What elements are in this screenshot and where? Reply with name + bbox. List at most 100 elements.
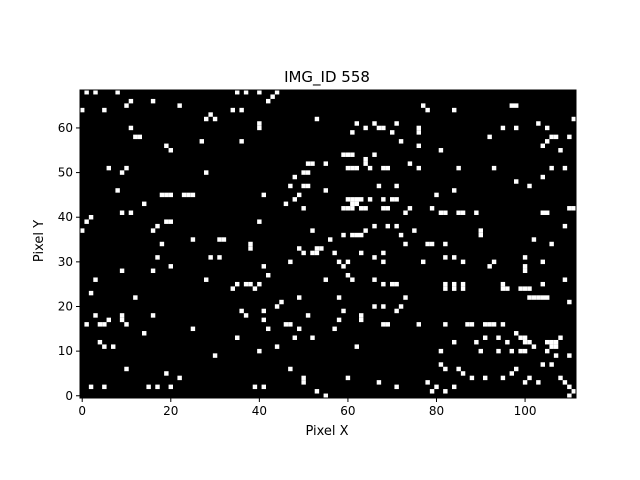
lit-pixel (221, 237, 227, 242)
lit-pixel (323, 188, 328, 193)
lit-pixel (456, 366, 461, 372)
lit-pixel (514, 125, 519, 131)
lit-pixel (168, 192, 173, 198)
lit-pixel (416, 322, 421, 327)
lit-pixel (403, 210, 408, 215)
lit-pixel (443, 281, 448, 287)
lit-pixel (159, 241, 165, 247)
lit-pixel (106, 165, 111, 171)
lit-pixel (567, 206, 572, 211)
lit-pixel (235, 90, 240, 95)
lit-pixel (124, 103, 129, 108)
lit-pixel (522, 268, 528, 274)
lit-pixel (88, 290, 94, 296)
lit-pixel (443, 241, 448, 247)
lit-pixel (500, 322, 506, 327)
lit-pixel (332, 326, 337, 332)
lit-pixel (438, 210, 444, 215)
plot-area (79, 89, 577, 399)
lit-pixel (376, 183, 382, 189)
lit-pixel (350, 197, 355, 202)
lit-pixel (266, 326, 271, 332)
lit-pixel (297, 295, 302, 300)
lit-pixel (522, 335, 528, 340)
lit-pixel (208, 255, 213, 260)
y-tick-label: 60 (58, 121, 73, 135)
lit-pixel (301, 170, 306, 175)
lit-pixel (363, 228, 368, 233)
lit-pixel (549, 241, 554, 247)
lit-pixel (452, 107, 457, 113)
lit-pixel (425, 241, 430, 247)
lit-pixel (345, 165, 351, 171)
lit-pixel (235, 281, 240, 287)
lit-pixel (235, 335, 240, 340)
lit-pixel (332, 250, 337, 256)
lit-pixel (199, 139, 204, 144)
lit-pixel (514, 331, 519, 336)
lit-pixel (142, 201, 147, 207)
lit-pixel (460, 210, 466, 215)
lit-pixel (558, 335, 563, 340)
lit-pixel (350, 201, 355, 207)
lit-pixel (314, 246, 320, 251)
lit-pixel (314, 116, 320, 122)
lit-pixel (540, 362, 545, 367)
lit-pixel (412, 228, 417, 233)
lit-pixel (124, 322, 129, 327)
lit-pixel (545, 125, 550, 131)
lit-pixel (438, 362, 444, 367)
lit-pixel (416, 143, 421, 149)
lit-pixel (111, 344, 116, 349)
y-axis-ticks: 0 10 20 30 40 50 60 (58, 121, 80, 403)
lit-pixel (505, 339, 510, 345)
lit-pixel (443, 210, 448, 215)
lit-pixel (478, 348, 483, 354)
lit-pixel (252, 384, 258, 390)
lit-pixel (288, 183, 293, 189)
lit-pixel (354, 165, 359, 171)
lit-pixel (345, 375, 351, 381)
lit-pixel (500, 281, 506, 287)
lit-pixel (553, 339, 559, 345)
lit-pixel (359, 313, 364, 318)
lit-pixel (483, 335, 488, 340)
lit-pixel (394, 384, 399, 390)
plot-background (80, 90, 576, 398)
lit-pixel (257, 121, 262, 126)
lit-pixel (460, 259, 466, 265)
lit-pixel (465, 322, 470, 327)
lit-pixel (522, 339, 528, 345)
lit-pixel (97, 322, 103, 327)
lit-pixel (261, 384, 266, 390)
y-tick-label: 0 (65, 389, 73, 403)
lit-pixel (292, 174, 297, 180)
lit-pixel (509, 103, 514, 108)
lit-pixel (429, 389, 435, 394)
lit-pixel (416, 165, 421, 171)
lit-pixel (549, 134, 554, 140)
lit-pixel (336, 317, 342, 323)
y-tick-label: 20 (58, 299, 73, 313)
lit-pixel (168, 219, 173, 224)
lit-pixel (150, 98, 156, 104)
lit-pixel (545, 339, 550, 345)
lit-pixel (102, 384, 107, 390)
lit-pixel (301, 206, 306, 211)
chart-title: IMG_ID 558 (284, 68, 370, 87)
lit-pixel (545, 210, 550, 215)
lit-pixel (429, 241, 435, 247)
x-axis-label: Pixel X (305, 424, 348, 439)
lit-pixel (102, 322, 107, 327)
lit-pixel (363, 125, 368, 131)
lit-pixel (372, 255, 377, 260)
y-tick-label: 10 (58, 344, 73, 358)
x-tick-label: 100 (514, 404, 537, 418)
lit-pixel (345, 152, 351, 157)
lit-pixel (314, 250, 320, 256)
lit-pixel (119, 268, 125, 274)
lit-pixel (292, 197, 297, 202)
lit-pixel (381, 197, 386, 202)
lit-pixel (514, 366, 519, 372)
lit-pixel (500, 125, 506, 131)
